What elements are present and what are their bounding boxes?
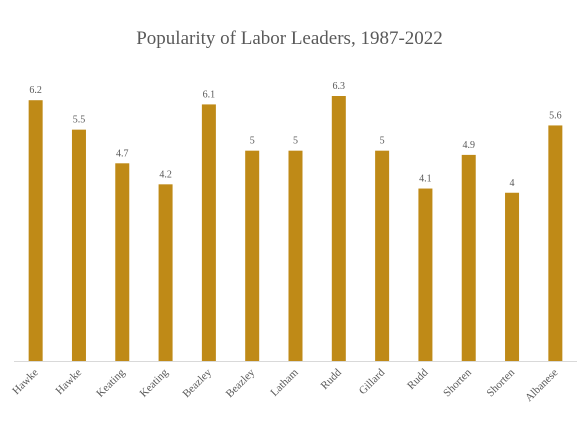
- value-label-3: 4.7: [116, 148, 129, 159]
- category-label-12: Shorten: [484, 366, 517, 399]
- value-label-13: 5.6: [549, 110, 562, 121]
- value-label-7: 5: [293, 136, 298, 147]
- value-label-12: 4: [510, 178, 515, 189]
- value-label-5: 6.1: [203, 89, 216, 100]
- chart-title: Popularity of Labor Leaders, 1987-2022: [136, 28, 443, 49]
- bar-2: [71, 129, 86, 361]
- category-label-8: Rudd: [319, 366, 345, 392]
- bar-4: [158, 184, 173, 361]
- category-label-10: Rudd: [405, 366, 431, 392]
- category-label-5: Beazley: [180, 366, 214, 400]
- bar-6: [245, 150, 260, 361]
- value-label-11: 4.9: [462, 140, 475, 151]
- value-label-8: 6.3: [333, 81, 346, 92]
- category-label-4: Keating: [138, 366, 171, 399]
- bar-7: [288, 150, 303, 361]
- value-label-10: 4.1: [419, 174, 432, 185]
- bar-10: [418, 188, 433, 361]
- category-label-11: Shorten: [441, 366, 474, 399]
- category-labels-layer: Hawke Hawke Keating Keating Beazley Beazley La…: [10, 366, 560, 404]
- value-label-6: 5: [250, 136, 255, 147]
- value-label-4: 4.2: [159, 169, 172, 180]
- category-label-2: Hawke: [54, 367, 85, 398]
- bar-9: [375, 150, 390, 361]
- category-label-6: Beazley: [224, 366, 258, 400]
- value-label-2: 5.5: [73, 115, 86, 126]
- bar-11: [461, 154, 476, 361]
- value-label-9: 5: [380, 136, 385, 147]
- category-label-1: Hawke: [10, 367, 41, 398]
- value-labels-layer: 6.2 5.5 4.7 4.2 6.1 5 5 6.3 5 4.1 4.9 4 5.6: [29, 81, 561, 189]
- category-label-13: Albanese: [523, 367, 561, 405]
- bars-layer: [28, 96, 563, 362]
- bar-13: [548, 125, 563, 361]
- bar-5: [201, 104, 216, 361]
- category-label-3: Keating: [94, 366, 127, 399]
- value-label-1: 6.2: [29, 85, 42, 96]
- bar-8: [331, 96, 346, 361]
- bar-1: [28, 100, 43, 362]
- category-label-9: Gillard: [357, 366, 388, 397]
- bar-12: [505, 192, 520, 361]
- category-label-7: Latham: [268, 366, 301, 399]
- bar-3: [115, 163, 130, 361]
